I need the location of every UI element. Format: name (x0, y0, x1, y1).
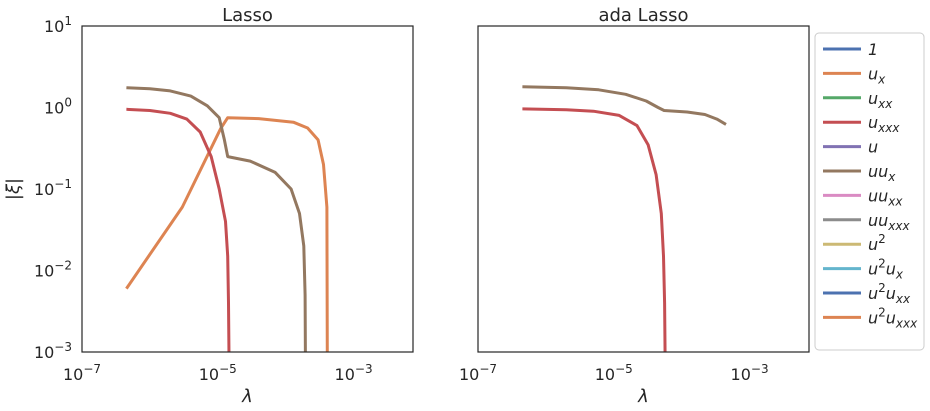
legend-label: u2uxx (868, 281, 911, 306)
x-tick-label: 10−3 (731, 362, 769, 384)
legend-label: uxxx (868, 113, 900, 135)
series-line-u-u_x (126, 86, 307, 352)
series-line-u-u_x (522, 85, 727, 126)
x-axis-label: λ (637, 386, 649, 407)
y-tick-label: 101 (44, 14, 72, 36)
legend-label: ux (868, 64, 886, 86)
legend-box (814, 32, 925, 351)
plot-frame (477, 25, 810, 353)
y-tick-label: 100 (44, 96, 72, 118)
x-axis-label: λ (241, 386, 253, 407)
legend-label: 1 (868, 40, 878, 59)
ada-lasso-panel: ada Lasso 10−7 10−5 10−3 λ (459, 5, 810, 407)
x-tick-label: 10−5 (199, 362, 237, 384)
legend-label: u2uxxx (868, 305, 918, 330)
y-tick-label: 10−2 (34, 259, 72, 281)
legend-label: uuxx (868, 186, 903, 208)
legend-label: uxx (868, 89, 893, 111)
series-line-u_xxx (522, 107, 667, 352)
chart-title: ada Lasso (598, 5, 688, 26)
y-axis-label: |ξ| (3, 178, 24, 200)
legend-label: u (868, 138, 878, 157)
legend-label: uux (868, 162, 896, 184)
plot-frame (81, 25, 414, 353)
legend-label: u2ux (868, 257, 904, 282)
series-line-u_x (125, 116, 329, 352)
lasso-panel: Lasso 10−7 10−5 10−3 101 100 10−1 10−2 10−3 λ |ξ| (3, 5, 414, 407)
legend-label: u2 (868, 232, 886, 254)
y-tick-label: 10−3 (34, 340, 72, 362)
x-tick-label: 10−3 (335, 362, 373, 384)
y-tick-label: 10−1 (34, 177, 72, 199)
chart-title: Lasso (222, 5, 273, 26)
x-tick-label: 10−7 (459, 362, 497, 384)
x-tick-label: 10−7 (63, 362, 101, 384)
series-line-u_xxx (126, 107, 231, 352)
legend-label: uuxxx (868, 211, 910, 233)
x-tick-label: 10−5 (595, 362, 633, 384)
